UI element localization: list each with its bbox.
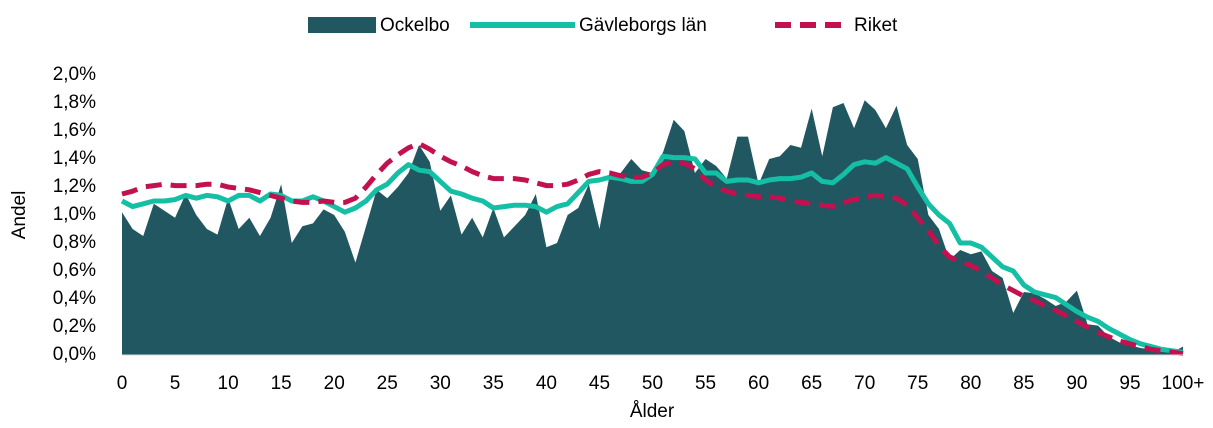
y-axis-label: Andel [9,191,30,240]
x-tick-label: 80 [960,373,981,394]
x-tick-label: 15 [271,373,292,394]
x-tick-label: 10 [218,373,239,394]
x-tick-label: 85 [1013,373,1034,394]
y-tick-label: 0,8% [53,232,96,253]
x-tick-label: 75 [907,373,928,394]
y-tick-label: 2,0% [53,64,96,85]
x-tick-label: 40 [536,373,557,394]
x-tick-label: 30 [430,373,451,394]
y-tick-label: 1,6% [53,120,96,141]
x-tick-label: 50 [642,373,663,394]
y-tick-label: 0,2% [53,316,96,337]
x-tick-label: 0 [117,373,128,394]
x-tick-label: 90 [1066,373,1087,394]
x-axis-label: Ålder [630,401,675,422]
x-tick-label: 5 [170,373,181,394]
x-tick-label: 60 [748,373,769,394]
y-tick-label: 1,0% [53,204,96,225]
x-tick-label: 70 [854,373,875,394]
x-tick-label: 95 [1119,373,1140,394]
legend-label: Ockelbo [380,15,450,36]
x-tick-label: 100+ [1162,373,1205,394]
x-tick-label: 25 [377,373,398,394]
x-tick-label: 35 [483,373,504,394]
legend-label: Gävleborgs län [579,15,707,36]
y-tick-label: 0,4% [53,288,96,309]
y-tick-label: 0,6% [53,260,96,281]
legend-swatch [308,17,376,33]
line [121,141,1184,357]
x-tick-label: 65 [801,373,822,394]
x-tick-label: 55 [695,373,716,394]
area [122,100,1183,355]
x-tick-label: 45 [589,373,610,394]
legend-label: Riket [854,15,898,36]
y-tick-label: 1,2% [53,176,96,197]
y-tick-label: 1,4% [53,148,96,169]
y-tick-label: 1,8% [53,92,96,113]
x-tick-label: 20 [324,373,345,394]
y-tick-label: 0,0% [53,344,96,365]
